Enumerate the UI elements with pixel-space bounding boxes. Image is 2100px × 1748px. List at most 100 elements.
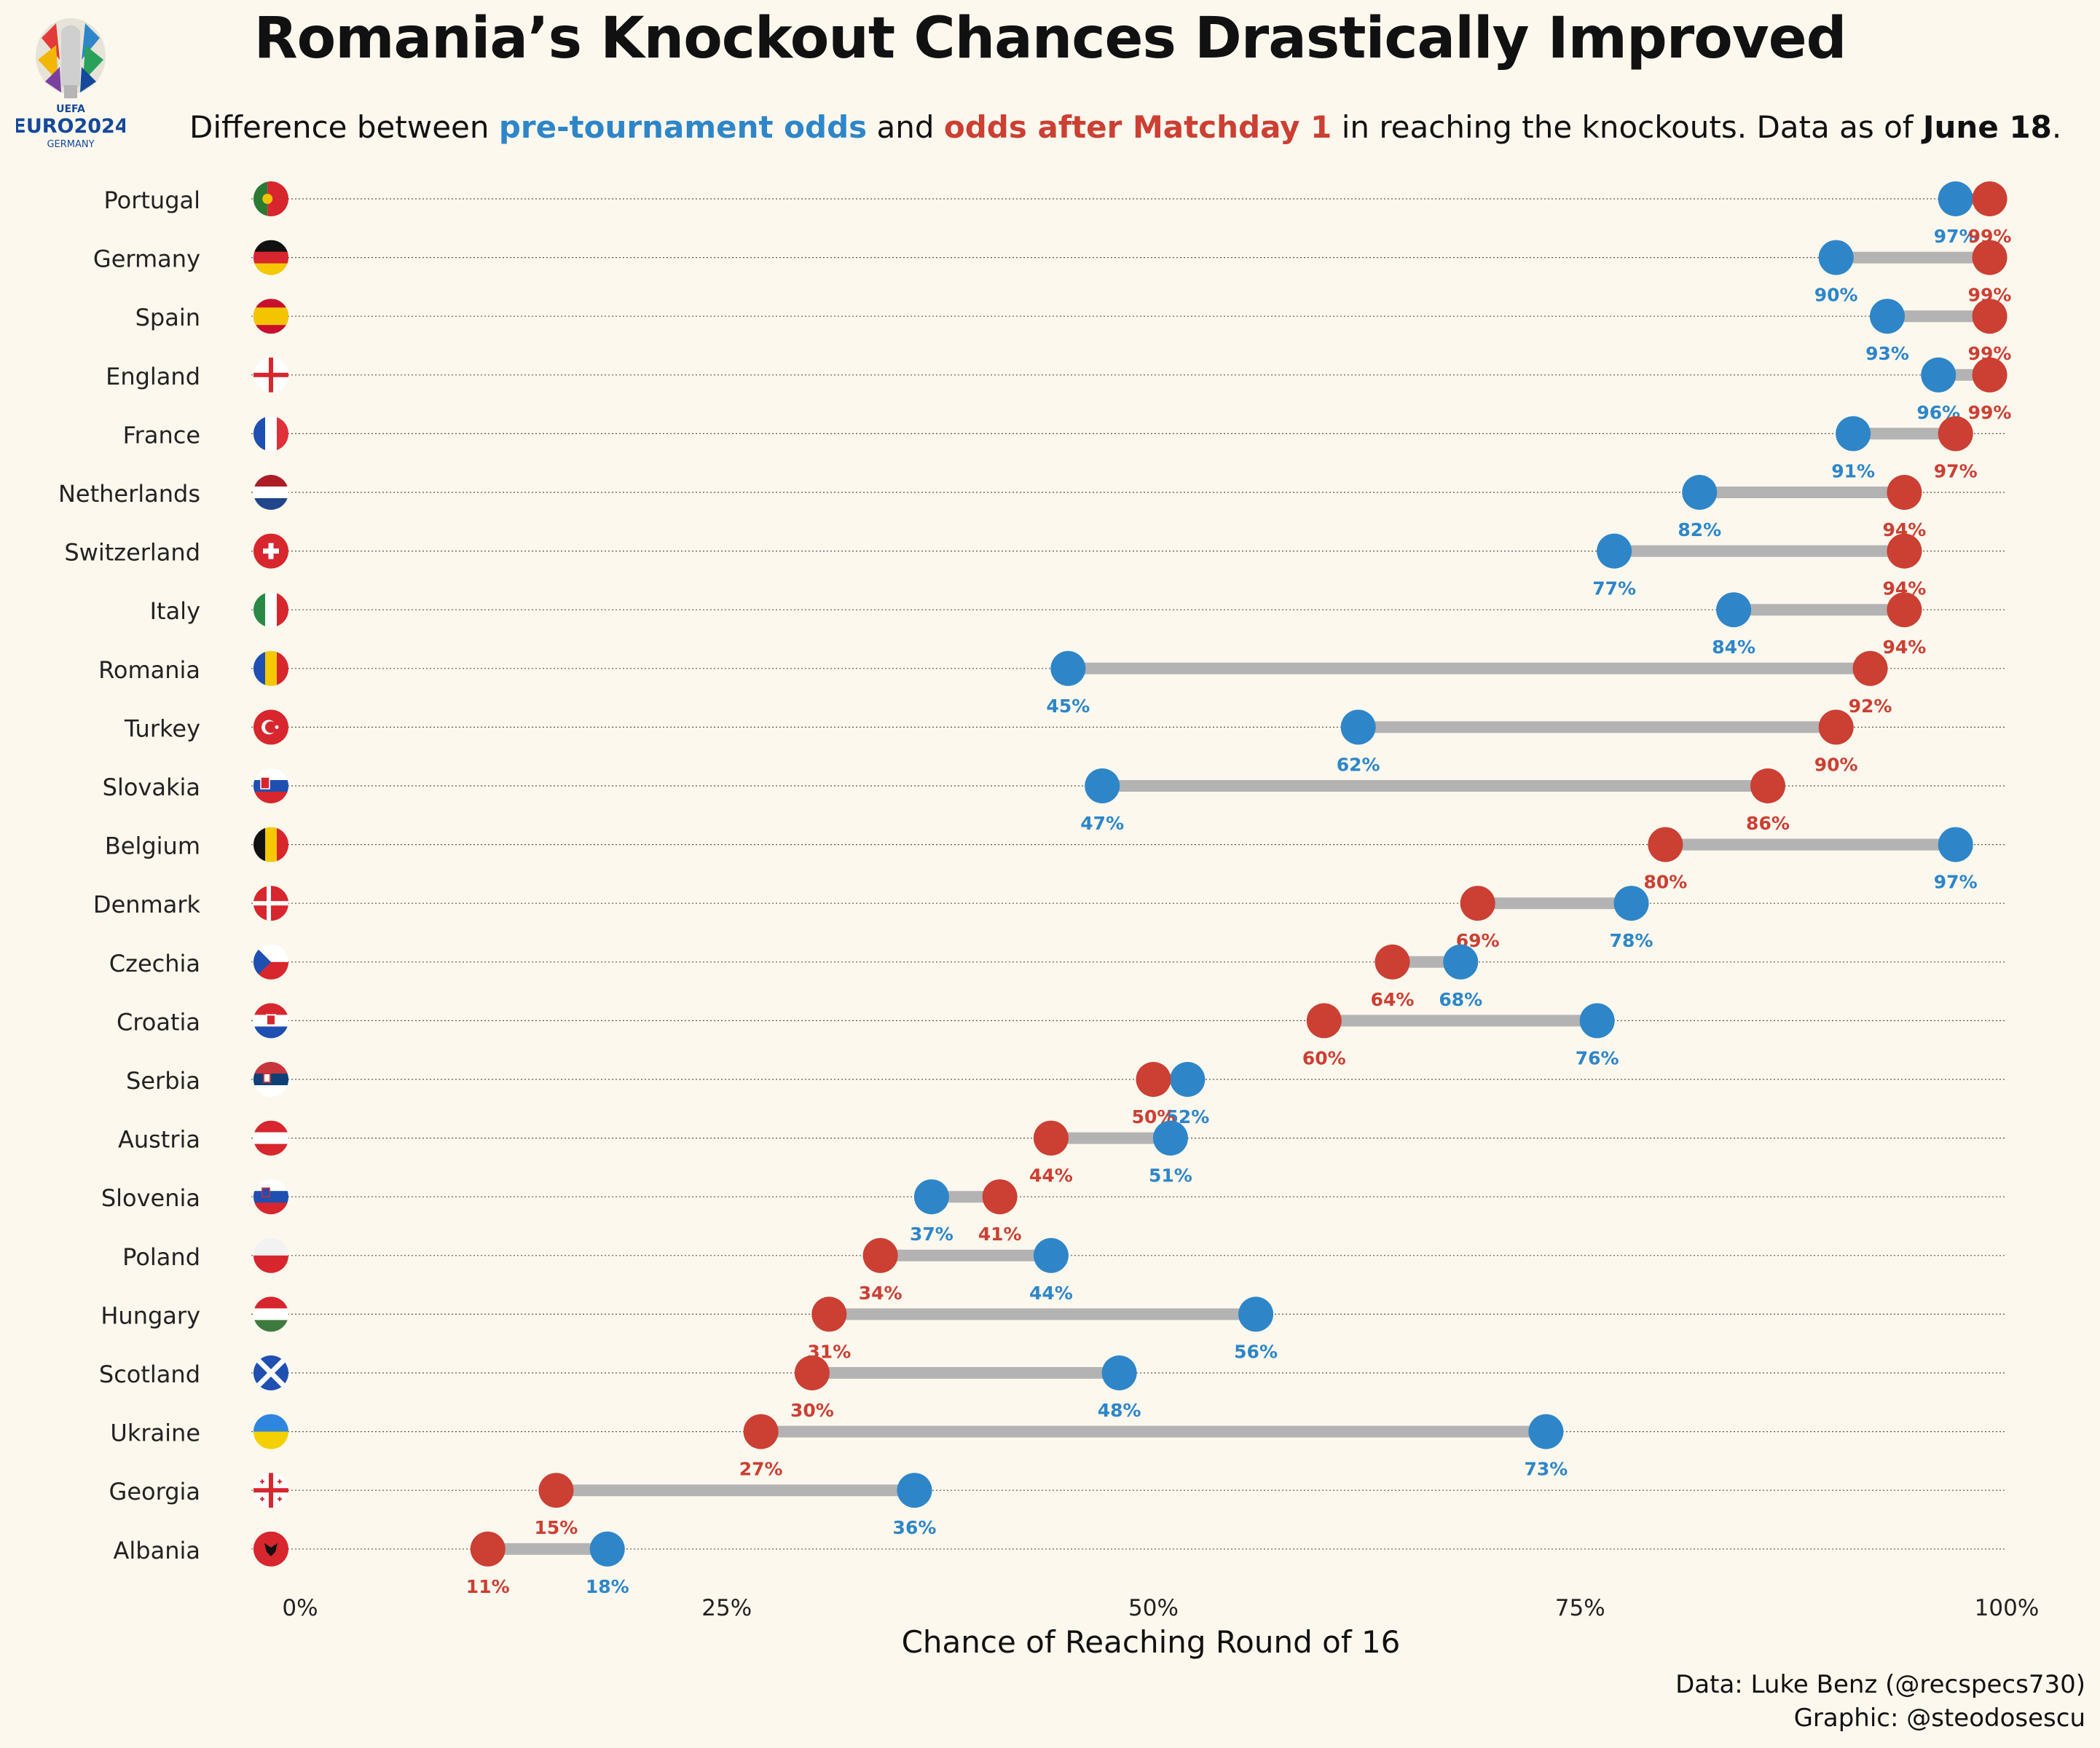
flag-part: [266, 1014, 276, 1026]
pre-tournament-point: [1152, 1120, 1188, 1156]
post-value-label: 86%: [1746, 813, 1790, 834]
croatia-flag-icon: [253, 1003, 288, 1039]
post-value-label: 94%: [1882, 637, 1926, 658]
georgia-flag-icon: [253, 1473, 288, 1508]
scotland-flag-icon: [253, 1355, 288, 1390]
flag-part: [253, 1296, 288, 1309]
flag-part: [253, 1355, 288, 1390]
credit-graphic: Graphic: @steodosescu: [1793, 1704, 2085, 1733]
chart-row-scotland: Scotland 48% 30%: [99, 1355, 2007, 1421]
flag-part: [253, 768, 288, 781]
page-title: Romania’s Knockout Chances Drastically I…: [253, 6, 1847, 71]
chart-row-austria: Austria 51% 44%: [118, 1120, 2007, 1186]
flag-part: [253, 251, 288, 264]
flag-part: [253, 1026, 288, 1039]
subtitle-lead: Difference between: [189, 109, 499, 145]
pre-value-label: 68%: [1439, 989, 1482, 1010]
chart-row-ukraine: Ukraine 73% 27%: [110, 1414, 2007, 1480]
flag-part: [253, 263, 288, 275]
credit-data: Data: Luke Benz (@recspecs730): [1675, 1670, 2085, 1699]
x-axis-label: Chance of Reaching Round of 16: [901, 1624, 1401, 1660]
country-label: Slovakia: [103, 773, 200, 801]
x-tick-label: 0%: [282, 1595, 318, 1621]
country-label: Slovenia: [101, 1184, 200, 1212]
pre-value-label: 37%: [910, 1224, 953, 1245]
after-matchday1-point: [470, 1531, 506, 1567]
flag-part: [262, 194, 273, 204]
chart-row-slovenia: Slovenia 37% 41%: [101, 1179, 2007, 1245]
country-label: Ukraine: [110, 1420, 200, 1447]
post-value-label: 15%: [535, 1517, 578, 1538]
flag-part: [261, 1497, 263, 1502]
after-matchday1-point: [1460, 886, 1495, 921]
post-value-label: 11%: [466, 1576, 510, 1597]
logo-name: EURO2024: [16, 115, 125, 138]
romania-flag-icon: [253, 650, 288, 686]
pre-value-label: 77%: [1592, 578, 1636, 599]
x-tick-label: 25%: [701, 1595, 752, 1621]
chart-row-slovakia: Slovakia 47% 86%: [103, 768, 2007, 834]
flag-part: [253, 1255, 288, 1273]
country-label: Belgium: [105, 832, 200, 860]
flag-part: [265, 416, 278, 452]
after-matchday1-point: [1136, 1062, 1171, 1097]
flag-part: [253, 487, 288, 499]
flag-part: [265, 592, 278, 628]
after-matchday1-point: [1818, 709, 1854, 745]
after-matchday1-point: [1306, 1003, 1342, 1039]
flag-part: [253, 1488, 288, 1493]
subtitle: Difference between pre-tournament odds a…: [189, 109, 2061, 145]
post-value-label: 90%: [1814, 754, 1858, 775]
flag-part: [253, 944, 271, 980]
turkey-flag-icon: [253, 709, 288, 745]
denmark-flag-icon: [253, 886, 288, 921]
pre-tournament-point: [1597, 533, 1632, 569]
pre-tournament-point: [1921, 357, 1957, 393]
after-matchday1-point: [1887, 592, 1922, 628]
after-matchday1-point: [743, 1414, 779, 1449]
flag-part: [253, 901, 288, 906]
portugal-flag-icon: [253, 181, 288, 216]
pre-value-label: 97%: [1934, 872, 1978, 893]
austria-flag-icon: [253, 1120, 288, 1156]
chart-row-croatia: Croatia 76% 60%: [117, 1003, 2007, 1068]
post-value-label: 34%: [859, 1283, 902, 1304]
pre-value-label: 36%: [893, 1517, 937, 1538]
country-label: Czechia: [109, 950, 200, 977]
logo-org: UEFA: [56, 103, 85, 115]
poland-flag-icon: [253, 1237, 288, 1273]
flag-part: [265, 721, 277, 733]
after-matchday1-point: [1887, 533, 1922, 569]
slovenia-flag-icon: [253, 1179, 288, 1215]
flag-part: [264, 1543, 278, 1556]
country-label: Italy: [150, 597, 200, 625]
pre-value-label: 93%: [1865, 343, 1909, 364]
x-tick-label: 50%: [1128, 1595, 1179, 1621]
country-label: Romania: [98, 656, 200, 684]
flag-part: [261, 1187, 270, 1197]
country-label: Georgia: [109, 1478, 200, 1505]
post-value-label: 30%: [790, 1400, 834, 1421]
pre-value-label: 62%: [1337, 754, 1380, 775]
netherlands-flag-icon: [253, 475, 288, 510]
pre-tournament-point: [897, 1473, 932, 1508]
subtitle-pre-legend: pre-tournament odds: [498, 109, 868, 145]
pre-tournament-point: [1836, 416, 1871, 452]
france-flag-icon: [253, 416, 288, 452]
x-tick-label: 75%: [1555, 1595, 1605, 1621]
chart-row-italy: Italy 84% 94%: [150, 592, 2007, 658]
after-matchday1-point: [1972, 240, 2007, 275]
flag-part: [253, 592, 266, 628]
after-matchday1-point: [1648, 827, 1683, 862]
subtitle-post-legend: odds after Matchday 1: [943, 109, 1332, 145]
after-matchday1-point: [862, 1237, 898, 1273]
czechia-flag-icon: [253, 944, 288, 980]
country-label: Austria: [118, 1126, 200, 1154]
subtitle-and: and: [867, 109, 944, 145]
